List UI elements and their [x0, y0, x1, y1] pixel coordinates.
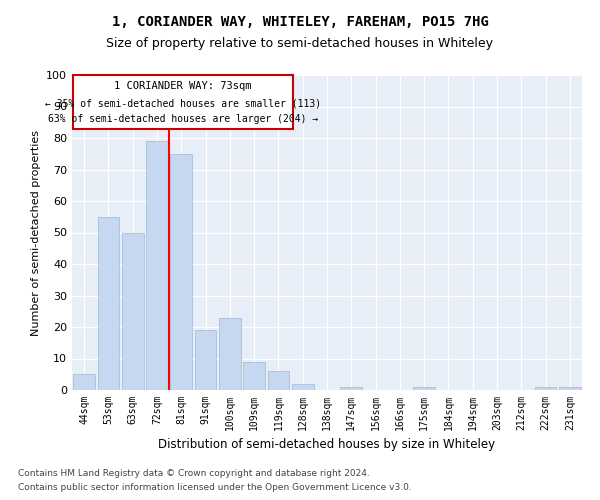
Bar — [194, 330, 217, 390]
Bar — [340, 387, 362, 390]
Bar — [170, 154, 192, 390]
Bar — [559, 387, 581, 390]
Bar — [146, 141, 168, 390]
Text: Contains HM Land Registry data © Crown copyright and database right 2024.: Contains HM Land Registry data © Crown c… — [18, 468, 370, 477]
Y-axis label: Number of semi-detached properties: Number of semi-detached properties — [31, 130, 41, 336]
Bar — [97, 217, 119, 390]
Bar — [243, 362, 265, 390]
X-axis label: Distribution of semi-detached houses by size in Whiteley: Distribution of semi-detached houses by … — [158, 438, 496, 452]
Bar — [535, 387, 556, 390]
Text: 1 CORIANDER WAY: 73sqm: 1 CORIANDER WAY: 73sqm — [115, 81, 252, 91]
Text: 1, CORIANDER WAY, WHITELEY, FAREHAM, PO15 7HG: 1, CORIANDER WAY, WHITELEY, FAREHAM, PO1… — [112, 15, 488, 29]
Bar — [73, 374, 95, 390]
Bar — [268, 371, 289, 390]
Bar — [413, 387, 435, 390]
Text: 63% of semi-detached houses are larger (204) →: 63% of semi-detached houses are larger (… — [48, 114, 318, 124]
Bar — [219, 318, 241, 390]
Text: Contains public sector information licensed under the Open Government Licence v3: Contains public sector information licen… — [18, 484, 412, 492]
Text: ← 35% of semi-detached houses are smaller (113): ← 35% of semi-detached houses are smalle… — [45, 98, 321, 108]
FancyBboxPatch shape — [73, 75, 293, 128]
Text: Size of property relative to semi-detached houses in Whiteley: Size of property relative to semi-detach… — [107, 38, 493, 51]
Bar — [122, 232, 143, 390]
Bar — [292, 384, 314, 390]
